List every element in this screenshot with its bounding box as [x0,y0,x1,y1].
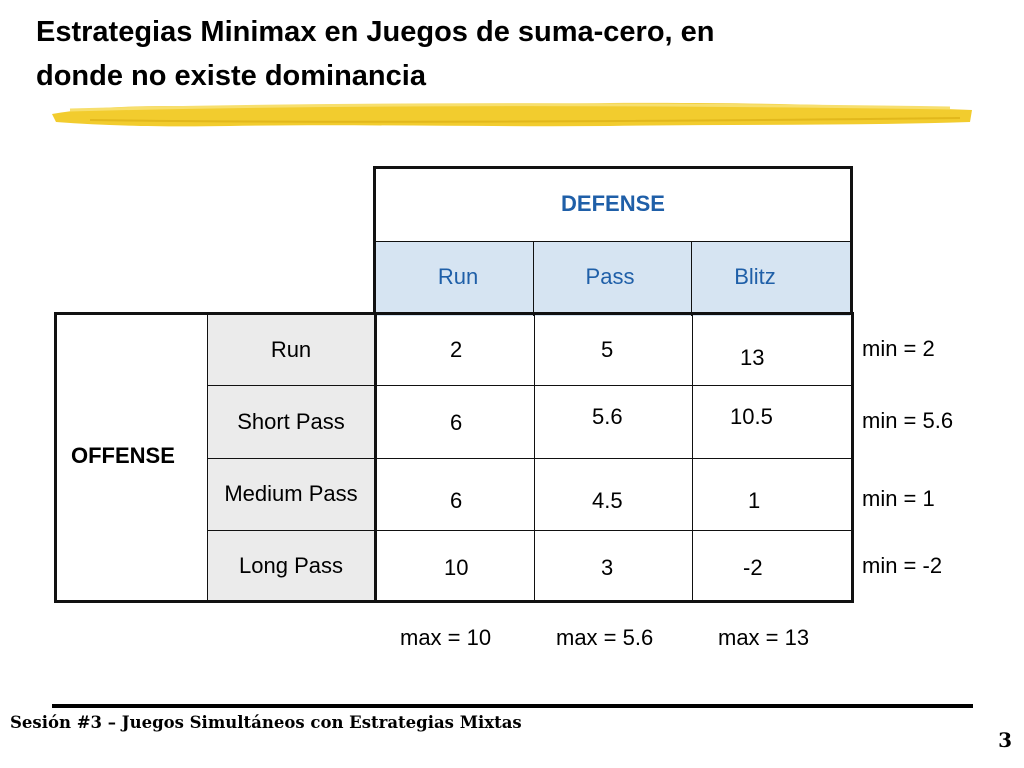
defense-col-blitz: Blitz [734,264,776,289]
payoff-run-pass: 5 [601,337,614,362]
payoff-short-pass: 5.6 [592,404,623,429]
payoff-run-run: 2 [450,337,463,362]
title-line-2: donde no existe dominancia [36,60,426,92]
payoff-long-run: 10 [444,555,469,580]
offense-row-long-pass: Long Pass [239,553,343,578]
payoff-matrix: OFFENSE Run Short Pass Medium Pass Long … [54,312,854,603]
row-min-short-pass: min = 5.6 [862,408,954,433]
row-min-medium-pass: min = 1 [862,486,935,511]
footer-divider [52,704,973,708]
title-line-1: Estrategias Minimax en Juegos de suma-ce… [36,16,715,48]
highlighter-stroke [52,102,972,127]
defense-strategies-row: Run Pass Blitz [376,241,850,316]
row-min-long-pass: min = -2 [862,553,943,578]
defense-col-run: Run [437,264,479,289]
defense-label: DEFENSE [561,191,665,216]
payoff-medium-blitz: 1 [748,488,761,513]
footer-text: Sesión #3 – Juegos Simultáneos con Estra… [10,713,522,732]
defense-header-box: DEFENSE Run Pass Blitz [373,166,853,316]
payoff-long-blitz: -2 [743,555,763,580]
offense-row-run: Run [270,337,312,362]
payoff-medium-run: 6 [450,488,463,513]
payoff-run-blitz: 13 [740,345,765,370]
payoff-long-pass: 3 [601,555,614,580]
offense-label: OFFENSE [71,443,175,468]
offense-row-medium-pass: Medium Pass [224,481,358,506]
row-min-run: min = 2 [862,336,935,361]
page-number: 3 [998,728,1012,752]
payoff-medium-pass: 4.5 [592,488,623,513]
offense-row-short-pass: Short Pass [237,409,345,434]
slide-title: Estrategias Minimax en Juegos de suma-ce… [36,10,936,98]
payoff-short-blitz: 10.5 [730,404,773,429]
col-max-pass: max = 5.6 [556,625,654,650]
offense-strategies-column: Run Short Pass Medium Pass Long Pass [207,315,377,600]
defense-col-pass: Pass [585,264,635,289]
col-max-run: max = 10 [400,625,492,650]
col-max-blitz: max = 13 [718,625,810,650]
payoff-short-run: 6 [450,410,463,435]
